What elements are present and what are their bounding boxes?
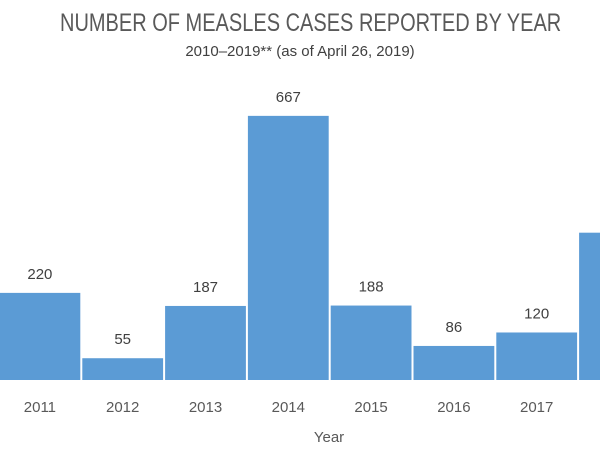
data-label-2011: 220 bbox=[27, 266, 52, 283]
bar-2012 bbox=[82, 358, 164, 380]
bar-2016 bbox=[413, 345, 495, 380]
bar-2011 bbox=[0, 292, 81, 380]
data-label-2017: 120 bbox=[524, 305, 549, 322]
bar-2017 bbox=[496, 332, 578, 380]
x-tick-2013: 2013 bbox=[189, 399, 222, 416]
bar-2015 bbox=[330, 305, 412, 380]
x-tick-2015: 2015 bbox=[354, 399, 387, 416]
x-tick-2017: 2017 bbox=[520, 399, 553, 416]
x-tick-2016: 2016 bbox=[437, 399, 470, 416]
data-label-2013: 187 bbox=[193, 279, 218, 296]
data-label-2014: 667 bbox=[276, 89, 301, 106]
x-tick-2011: 2011 bbox=[24, 399, 56, 416]
bar-2014 bbox=[247, 115, 329, 381]
x-tick-2014: 2014 bbox=[272, 399, 305, 416]
bar-2013 bbox=[165, 305, 246, 380]
x-tick-2012: 2012 bbox=[106, 399, 139, 416]
chart-subtitle: 2010–2019** (as of April 26, 2019) bbox=[185, 43, 415, 60]
data-label-2016: 86 bbox=[446, 319, 463, 336]
bar-2018 bbox=[579, 232, 600, 380]
data-label-2015: 188 bbox=[359, 279, 384, 296]
x-axis-label: Year bbox=[314, 429, 344, 446]
data-label-2012: 55 bbox=[114, 331, 131, 348]
chart-title: NUMBER OF MEASLES CASES REPORTED BY YEAR bbox=[60, 9, 562, 37]
